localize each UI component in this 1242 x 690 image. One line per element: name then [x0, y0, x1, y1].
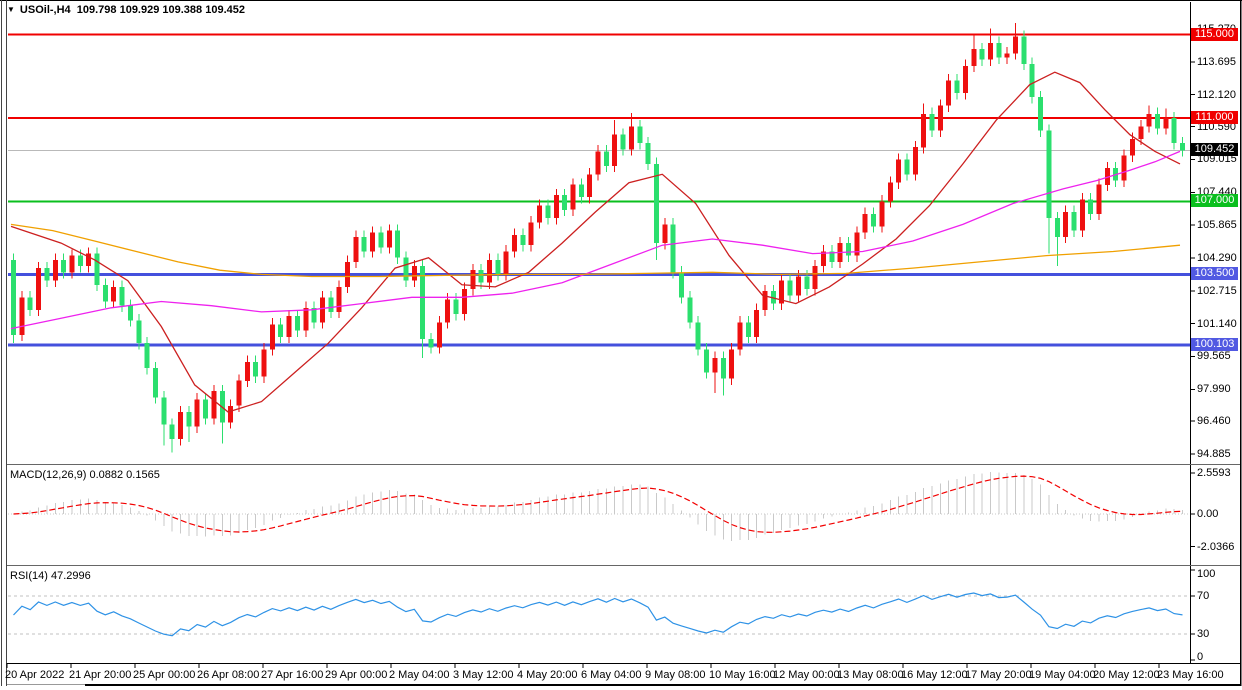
symbol-dropdown-icon[interactable]: ▼ [7, 5, 15, 14]
chart-title-bar: ▼ USOil-,H4 109.798 109.929 109.388 109.4… [7, 4, 245, 16]
rsi-indicator-label: RSI(14) 47.2996 [10, 570, 91, 582]
macd-indicator-label: MACD(12,26,9) 0.0882 0.1565 [10, 469, 160, 481]
chart-title-text: USOil-,H4 109.798 109.929 109.388 109.45… [19, 4, 245, 16]
